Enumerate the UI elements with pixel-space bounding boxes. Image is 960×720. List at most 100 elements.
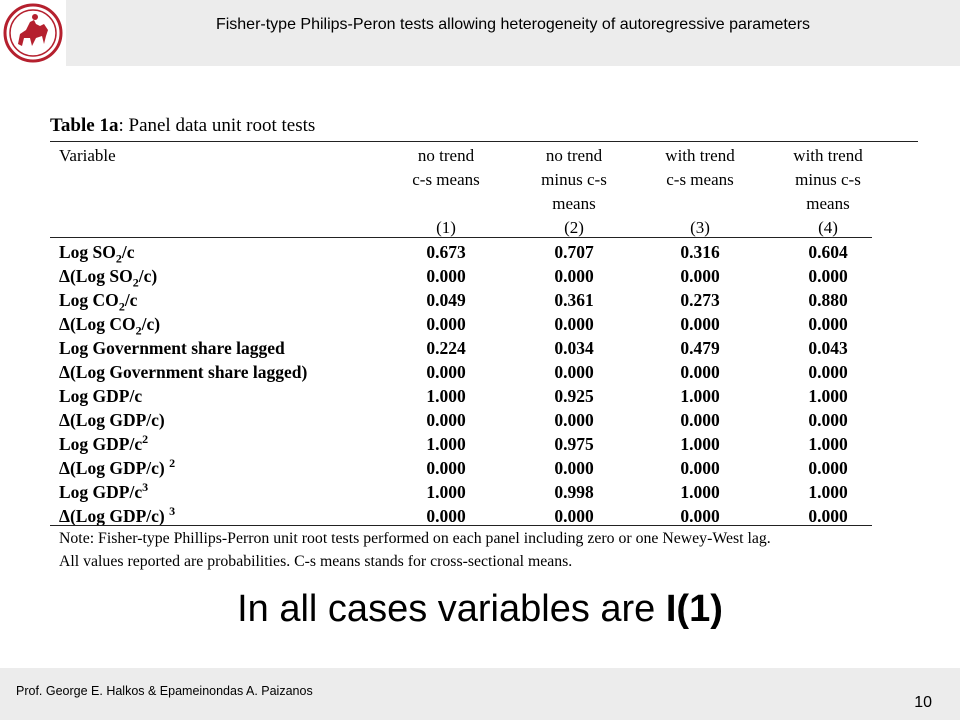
table-cell: 1.000 xyxy=(680,386,720,406)
row-label: Log CO2/c xyxy=(59,288,138,314)
column-header-line: means xyxy=(552,194,596,213)
label-text: /c) xyxy=(141,314,161,334)
unit-root-table: Table 1a: Panel data unit root tests Var… xyxy=(50,114,920,570)
label-text: /c xyxy=(124,290,138,310)
table-cell: 0.000 xyxy=(554,410,594,430)
label-text: Δ(Log SO xyxy=(59,266,133,286)
university-logo xyxy=(0,0,66,66)
column-header-line: c-s means xyxy=(412,170,480,189)
row-label: Log GDP/c2 xyxy=(59,432,148,456)
table-cell: 0.000 xyxy=(426,506,466,526)
table-cell: 1.000 xyxy=(808,482,848,502)
table-row: Log SO2/c 0.673 0.707 0.316 0.604 xyxy=(50,240,872,266)
table-cell: 0.000 xyxy=(808,362,848,382)
table-header-row: Variable no trend c-s means (1) no trend min… xyxy=(50,144,872,237)
label-subscript: 2 xyxy=(115,251,122,266)
table-cell: 0.000 xyxy=(426,314,466,334)
table-cell: 0.000 xyxy=(680,266,720,286)
table-cell: 0.361 xyxy=(554,290,594,310)
table-note-line: All values reported are probabilities. C… xyxy=(59,553,573,570)
table-cell: 0.000 xyxy=(680,410,720,430)
table-cell: 0.034 xyxy=(554,338,594,358)
column-header-line: minus c-s xyxy=(541,170,607,189)
table-rule-bottom xyxy=(50,525,872,526)
table-cell: 0.604 xyxy=(808,242,848,262)
row-label: Δ(Log CO2/c) xyxy=(59,312,161,337)
table-row: Δ(Log GDP/c) 0.000 0.000 0.000 0.000 xyxy=(50,408,872,432)
row-label: Δ(Log SO2/c) xyxy=(59,264,157,289)
row-label: Δ(Log GDP/c) 3 xyxy=(59,504,175,528)
table-rule-header xyxy=(50,237,872,238)
table-cell: 0.998 xyxy=(554,482,594,502)
label-text: /c xyxy=(121,242,135,262)
label-text: Log Government share lagged xyxy=(59,338,285,358)
table-caption: Table 1a: Panel data unit root tests xyxy=(50,114,920,138)
table-cell: 1.000 xyxy=(426,386,466,406)
slide-header: Fisher-type Philips-Peron tests allowing… xyxy=(0,0,960,66)
table-row: Δ(Log SO2/c) 0.000 0.000 0.000 0.000 xyxy=(50,264,872,289)
table-cell: 1.000 xyxy=(426,434,466,454)
row-label: Δ(Log Government share lagged) xyxy=(59,360,307,384)
variable-header: Variable xyxy=(59,146,116,165)
table-cell: 0.000 xyxy=(426,410,466,430)
column-header-line: no trend xyxy=(417,146,475,165)
table-row: Δ(Log CO2/c) 0.000 0.000 0.000 0.000 xyxy=(50,312,872,337)
table-cell: 0.000 xyxy=(426,362,466,382)
table-cell: 1.000 xyxy=(680,482,720,502)
slide-title: Fisher-type Philips-Peron tests allowing… xyxy=(215,16,811,33)
column-number: (1) xyxy=(436,218,456,237)
table-row: Log GDP/c 1.000 0.925 1.000 1.000 xyxy=(50,384,872,408)
table-cell: 0.000 xyxy=(554,506,594,526)
row-label: Δ(Log GDP/c) 2 xyxy=(59,456,175,480)
table-cell: 0.049 xyxy=(426,290,466,310)
label-text: Log SO xyxy=(59,242,116,262)
table-cell: 1.000 xyxy=(426,482,466,502)
table-row: Δ(Log GDP/c) 3 0.000 0.000 0.000 0.000 xyxy=(50,504,872,528)
table-cell: 0.673 xyxy=(426,242,466,262)
athena-owl-seal-icon xyxy=(3,3,63,63)
column-header-line: with trend xyxy=(793,146,863,165)
column-header-2: no trend minus c-s means (2) xyxy=(511,144,637,237)
row-label: Log GDP/c3 xyxy=(59,480,148,504)
column-header-line: means xyxy=(806,194,850,213)
table-body: Log SO2/c 0.673 0.707 0.316 0.604 Δ(Log SO2/c… xyxy=(50,240,872,528)
label-subscript: 2 xyxy=(118,299,125,314)
label-text: Δ(Log Government share lagged) xyxy=(59,362,308,382)
label-text: Δ(Log GDP/c) xyxy=(59,458,170,478)
table-cell: 0.000 xyxy=(808,458,848,478)
table-cell: 0.000 xyxy=(680,314,720,334)
column-number: (3) xyxy=(690,218,710,237)
table-cell: 0.000 xyxy=(426,266,466,286)
table-cell: 0.224 xyxy=(426,338,466,358)
column-number: (4) xyxy=(818,218,838,237)
column-header-line: c-s means xyxy=(666,170,734,189)
label-text: Δ(Log GDP/c) xyxy=(59,506,170,526)
label-text: Log CO xyxy=(59,290,119,310)
table-cell: 0.880 xyxy=(808,290,848,310)
label-superscript: 2 xyxy=(169,456,176,471)
column-header-1: no trend c-s means (1) xyxy=(383,144,509,237)
table-cell: 0.000 xyxy=(808,506,848,526)
table-cell: 0.000 xyxy=(554,314,594,334)
label-superscript: 2 xyxy=(142,432,149,447)
label-text: Log GDP/c xyxy=(59,386,143,406)
table-cell: 0.000 xyxy=(426,458,466,478)
table-cell: 0.000 xyxy=(808,410,848,430)
table-note: Note: Fisher-type Phillips-Perron unit r… xyxy=(59,527,919,573)
table-caption-label: Table 1a xyxy=(50,115,119,136)
label-text: Δ(Log CO xyxy=(59,314,136,334)
table-cell: 0.479 xyxy=(680,338,720,358)
table-row: Log GDP/c2 1.000 0.975 1.000 1.000 xyxy=(50,432,872,456)
table-cell: 1.000 xyxy=(680,434,720,454)
column-header-line: with trend xyxy=(665,146,735,165)
column-header-line: minus c-s xyxy=(795,170,861,189)
table-row: Log Government share lagged 0.224 0.034 0.4… xyxy=(50,336,872,360)
table-cell: 1.000 xyxy=(808,386,848,406)
label-text: Δ(Log GDP/c) xyxy=(59,410,165,430)
footer-authors: Prof. George E. Halkos & Epameinondas A.… xyxy=(16,684,313,698)
row-label: Log SO2/c xyxy=(59,240,135,266)
table-cell: 1.000 xyxy=(808,434,848,454)
row-label: Log Government share lagged xyxy=(59,336,285,360)
table-cell: 0.043 xyxy=(808,338,848,358)
table-row: Log CO2/c 0.049 0.361 0.273 0.880 xyxy=(50,288,872,314)
